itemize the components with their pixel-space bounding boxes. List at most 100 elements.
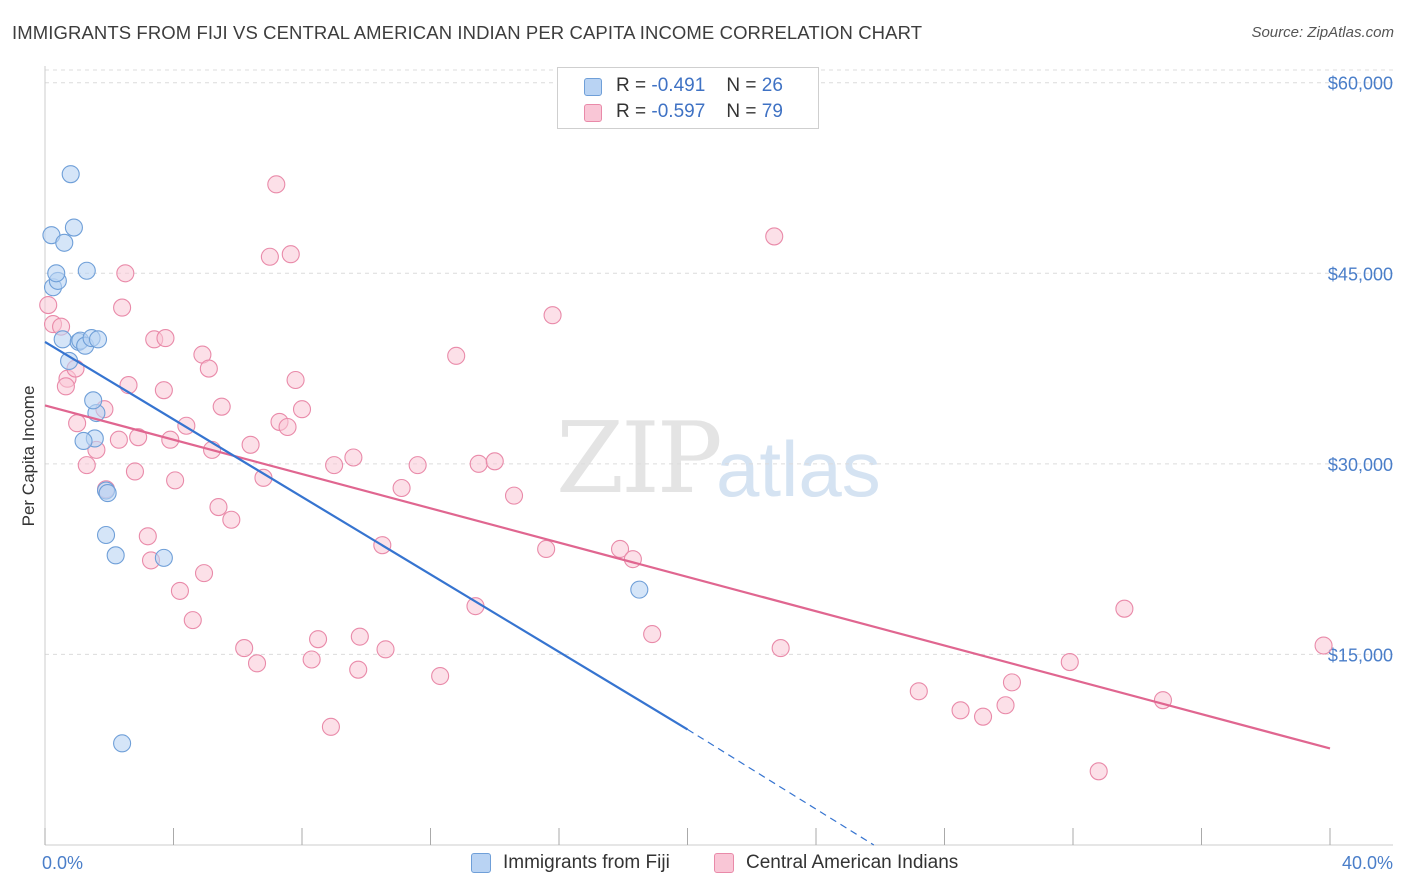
data-point-cai[interactable] xyxy=(170,581,189,600)
data-point-cai[interactable] xyxy=(260,247,279,266)
data-point-cai[interactable] xyxy=(996,696,1015,715)
grid-lines xyxy=(45,69,1393,655)
data-point-fiji[interactable] xyxy=(98,484,117,503)
data-point-cai[interactable] xyxy=(485,452,504,471)
data-point-fiji[interactable] xyxy=(88,330,108,349)
legend-swatch-cai xyxy=(584,104,602,122)
data-point-cai[interactable] xyxy=(1002,673,1022,692)
data-point-fiji[interactable] xyxy=(64,218,83,237)
data-point-cai[interactable] xyxy=(504,486,524,505)
data-point-cai[interactable] xyxy=(125,462,144,481)
data-point-cai[interactable] xyxy=(349,660,368,679)
data-point-cai[interactable] xyxy=(56,377,75,396)
data-point-cai[interactable] xyxy=(325,456,344,475)
data-point-cai[interactable] xyxy=(771,639,790,658)
legend-n-value-cai: 79 xyxy=(761,101,783,122)
watermark-zip: ZIP xyxy=(556,402,723,516)
data-point-fiji[interactable] xyxy=(84,391,103,410)
data-point-cai[interactable] xyxy=(1314,636,1333,655)
data-point-cai[interactable] xyxy=(154,381,173,400)
legend-r-label: R = xyxy=(616,101,647,122)
data-point-cai[interactable] xyxy=(431,666,450,686)
axes xyxy=(44,66,1393,846)
data-point-cai[interactable] xyxy=(222,510,241,529)
data-point-cai[interactable] xyxy=(235,639,254,658)
chart-title: IMMIGRANTS FROM FIJI VS CENTRAL AMERICAN… xyxy=(12,22,923,43)
data-point-cai[interactable] xyxy=(309,630,328,649)
data-point-cai[interactable] xyxy=(129,428,148,447)
series-legend-swatch-fiji xyxy=(471,853,491,873)
data-point-cai[interactable] xyxy=(1089,762,1108,781)
data-point-cai[interactable] xyxy=(1115,599,1134,618)
data-point-cai[interactable] xyxy=(267,175,286,194)
legend-n-label: N = xyxy=(726,101,757,122)
data-point-cai[interactable] xyxy=(281,245,300,264)
series-legend: Immigrants from Fiji Central American In… xyxy=(0,852,1406,878)
data-point-cai[interactable] xyxy=(643,625,662,644)
data-point-fiji[interactable] xyxy=(53,330,72,349)
trend-line-fiji xyxy=(44,340,689,731)
data-point-cai[interactable] xyxy=(247,654,267,673)
legend-n-label: N = xyxy=(726,75,757,96)
data-point-fiji[interactable] xyxy=(96,525,116,545)
data-point-cai[interactable] xyxy=(543,306,562,325)
data-point-cai[interactable] xyxy=(241,435,260,454)
series-central-american-indians xyxy=(39,175,1333,781)
y-tick-label: $15,000 xyxy=(1328,645,1393,665)
data-point-cai[interactable] xyxy=(166,471,185,490)
series-legend-swatch-cai xyxy=(714,853,734,873)
data-point-cai[interactable] xyxy=(138,527,157,546)
data-point-cai[interactable] xyxy=(392,478,411,498)
data-point-cai[interactable] xyxy=(302,650,321,669)
y-tick-label: $60,000 xyxy=(1328,74,1393,94)
data-point-cai[interactable] xyxy=(116,264,135,283)
data-point-cai[interactable] xyxy=(199,359,218,378)
data-point-fiji[interactable] xyxy=(630,580,649,599)
data-point-cai[interactable] xyxy=(321,717,340,736)
data-point-cai[interactable] xyxy=(376,640,395,659)
data-point-cai[interactable] xyxy=(973,707,993,726)
data-point-cai[interactable] xyxy=(344,448,363,467)
data-point-cai[interactable] xyxy=(183,611,202,630)
data-point-fiji[interactable] xyxy=(47,264,66,283)
data-point-cai[interactable] xyxy=(447,346,466,365)
y-tick-labels: $15,000 $30,000 $45,000 $60,000 xyxy=(1328,74,1393,666)
data-point-cai[interactable] xyxy=(292,400,312,419)
data-point-cai[interactable] xyxy=(1060,652,1079,672)
trend-line-cai xyxy=(44,404,1331,750)
data-point-cai[interactable] xyxy=(951,701,970,720)
data-point-cai[interactable] xyxy=(469,454,488,473)
data-point-fiji[interactable] xyxy=(61,165,80,184)
data-point-cai[interactable] xyxy=(278,417,297,437)
data-point-cai[interactable] xyxy=(765,227,784,246)
data-point-cai[interactable] xyxy=(209,497,228,517)
data-point-cai[interactable] xyxy=(156,329,175,348)
data-point-cai[interactable] xyxy=(39,295,58,315)
data-point-cai[interactable] xyxy=(68,414,87,433)
data-point-fiji[interactable] xyxy=(74,431,93,451)
data-point-cai[interactable] xyxy=(350,627,369,646)
data-point-cai[interactable] xyxy=(109,430,128,449)
data-point-cai[interactable] xyxy=(77,456,96,475)
series-legend-label-cai: Central American Indians xyxy=(746,852,959,873)
data-point-fiji[interactable] xyxy=(106,546,125,565)
legend-swatch-fiji xyxy=(584,78,602,96)
y-tick-label: $45,000 xyxy=(1328,264,1393,284)
data-point-cai[interactable] xyxy=(610,539,630,559)
data-point-fiji[interactable] xyxy=(77,261,96,280)
data-point-fiji[interactable] xyxy=(55,233,74,252)
watermark-atlas: atlas xyxy=(716,425,881,513)
data-point-cai[interactable] xyxy=(909,682,928,701)
x-tick-label-min: 0.0% xyxy=(42,853,83,873)
source-credit: Source: ZipAtlas.com xyxy=(1251,24,1394,41)
data-point-fiji[interactable] xyxy=(113,734,132,753)
trend-line-fiji-extension xyxy=(687,728,875,846)
data-point-cai[interactable] xyxy=(623,550,642,569)
data-point-cai[interactable] xyxy=(537,539,556,559)
data-point-fiji[interactable] xyxy=(154,548,173,567)
data-point-cai[interactable] xyxy=(286,370,305,390)
data-point-cai[interactable] xyxy=(212,397,231,416)
data-point-cai[interactable] xyxy=(113,298,132,317)
data-point-cai[interactable] xyxy=(194,564,214,583)
data-point-cai[interactable] xyxy=(408,456,427,475)
